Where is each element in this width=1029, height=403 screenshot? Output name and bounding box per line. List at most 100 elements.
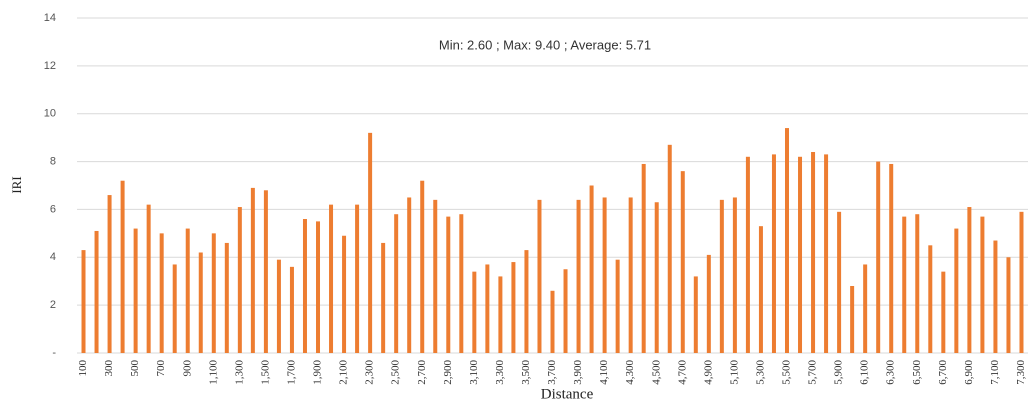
bar	[224, 242, 229, 353]
bar	[928, 245, 933, 353]
bar	[980, 216, 985, 353]
bar	[732, 197, 737, 353]
bar	[628, 197, 633, 353]
x-tick-label: 4,500	[650, 360, 662, 385]
x-axis-title: Distance	[541, 386, 594, 402]
bar	[250, 187, 255, 353]
bar	[185, 228, 190, 353]
x-tick-label: 5,900	[833, 360, 845, 385]
bar	[550, 290, 555, 353]
bar	[524, 250, 529, 353]
bar	[329, 204, 334, 353]
x-tick-label: 6,500	[911, 360, 923, 385]
bar	[263, 190, 268, 353]
bar	[615, 259, 620, 353]
bar	[824, 154, 829, 353]
bar	[381, 242, 386, 353]
bar	[745, 156, 750, 353]
bar	[576, 199, 581, 353]
x-tick-label: 300	[103, 360, 115, 377]
bar	[967, 207, 972, 353]
bar	[172, 264, 177, 353]
bar	[589, 185, 594, 353]
bar	[537, 199, 542, 353]
x-tick-label: 3,500	[520, 360, 532, 385]
x-tick-label: 3,900	[572, 360, 584, 385]
x-tick-label: 4,900	[702, 360, 714, 385]
y-tick-label: 8	[50, 155, 56, 167]
y-tick-label: 4	[50, 251, 56, 263]
x-tick-label: 4,100	[598, 360, 610, 385]
bar	[237, 207, 242, 353]
x-tick-label: 500	[129, 360, 141, 377]
bar	[159, 233, 164, 353]
bar	[863, 264, 868, 353]
bar	[876, 161, 881, 353]
bar	[693, 276, 698, 353]
bar	[211, 233, 216, 353]
y-axis-title: IRI	[9, 176, 24, 193]
x-tick-label: 1,900	[312, 360, 324, 385]
x-tick-label: 3,300	[494, 360, 506, 385]
bar	[420, 180, 425, 353]
annotation: Min: 2.60 ; Max: 9.40 ; Average: 5.71	[439, 37, 651, 52]
x-tick-label: 7,100	[989, 360, 1001, 385]
x-tick-label: 2,100	[338, 360, 350, 385]
bar	[1019, 211, 1024, 353]
bar	[719, 199, 724, 353]
x-tick-label: 5,300	[754, 360, 766, 385]
bar	[915, 214, 920, 353]
x-tick-label: 6,700	[937, 360, 949, 385]
x-tick-label: 4,300	[624, 360, 636, 385]
bar	[641, 163, 646, 353]
bar	[758, 226, 763, 353]
bar	[706, 254, 711, 353]
bar	[472, 271, 477, 353]
x-tick-label: 5,500	[781, 360, 793, 385]
bar	[433, 199, 438, 353]
bar	[198, 252, 203, 353]
x-tick-label: 6,300	[885, 360, 897, 385]
bar	[133, 228, 138, 353]
bar	[120, 180, 125, 353]
x-tick-label: 1,300	[233, 360, 245, 385]
bar	[94, 230, 99, 353]
x-tick-label: 6,900	[963, 360, 975, 385]
bar	[563, 269, 568, 353]
bar	[850, 286, 855, 353]
x-tick-label: 2,500	[390, 360, 402, 385]
bar	[811, 152, 816, 353]
x-tick-label: 6,100	[859, 360, 871, 385]
bar	[81, 250, 86, 353]
bar	[798, 156, 803, 353]
bar	[954, 228, 959, 353]
bar	[302, 219, 307, 353]
bar	[667, 144, 672, 353]
x-tick-label: 4,700	[676, 360, 688, 385]
bar	[368, 132, 373, 353]
x-tick-label: 1,500	[259, 360, 271, 385]
x-tick-label: 2,300	[364, 360, 376, 385]
bar	[498, 276, 503, 353]
x-tick-label: 900	[181, 360, 193, 377]
y-tick-label: 14	[44, 12, 56, 24]
x-tick-label: 700	[155, 360, 167, 377]
bar	[276, 259, 281, 353]
bar	[1006, 257, 1011, 353]
bar	[784, 128, 789, 353]
x-tick-label: 7,300	[1015, 360, 1027, 385]
bar	[941, 271, 946, 353]
y-tick-label: 6	[50, 203, 56, 215]
x-tick-label: 100	[77, 360, 89, 377]
bar	[654, 202, 659, 353]
x-tick-label: 1,700	[285, 360, 297, 385]
bar	[107, 195, 112, 353]
bar	[407, 197, 412, 353]
x-tick-label: 2,900	[442, 360, 454, 385]
bar	[602, 197, 607, 353]
x-tick-label: 5,700	[807, 360, 819, 385]
y-tick-label: 2	[50, 299, 56, 311]
y-tick-label: 12	[44, 60, 56, 72]
